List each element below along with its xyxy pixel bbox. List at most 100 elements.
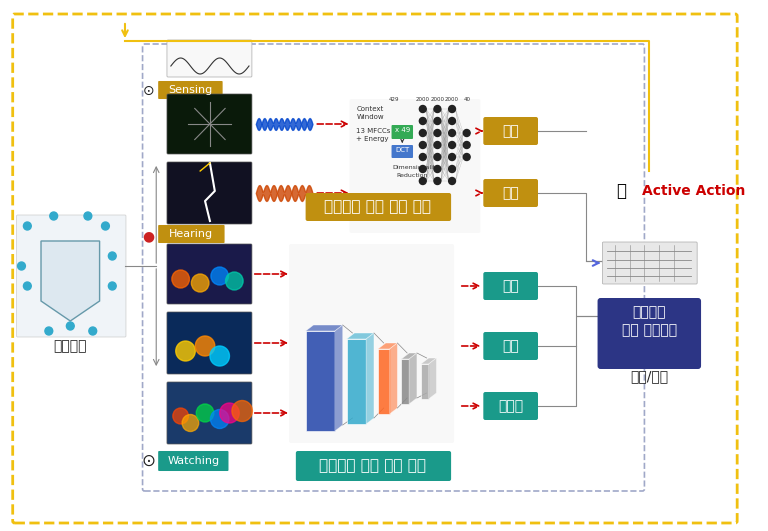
- Text: DCT: DCT: [396, 147, 409, 153]
- FancyBboxPatch shape: [167, 312, 252, 374]
- Circle shape: [45, 327, 53, 335]
- FancyBboxPatch shape: [483, 272, 538, 300]
- Text: Active Action: Active Action: [643, 184, 746, 198]
- Circle shape: [66, 322, 74, 330]
- Circle shape: [226, 272, 243, 290]
- Circle shape: [449, 166, 455, 173]
- FancyBboxPatch shape: [402, 359, 409, 404]
- Circle shape: [24, 282, 31, 290]
- Text: 깨짐: 깨짐: [502, 124, 519, 138]
- Circle shape: [232, 400, 253, 422]
- Circle shape: [434, 141, 441, 149]
- Circle shape: [182, 415, 199, 432]
- Polygon shape: [378, 343, 397, 349]
- Circle shape: [419, 153, 426, 160]
- Circle shape: [434, 106, 441, 113]
- Circle shape: [449, 177, 455, 184]
- FancyBboxPatch shape: [483, 179, 538, 207]
- FancyBboxPatch shape: [167, 382, 252, 444]
- Polygon shape: [389, 343, 397, 414]
- Text: Reduction: Reduction: [396, 173, 428, 178]
- FancyBboxPatch shape: [483, 392, 538, 420]
- Circle shape: [101, 222, 109, 230]
- Polygon shape: [335, 325, 343, 431]
- Circle shape: [419, 177, 426, 184]
- Circle shape: [173, 408, 188, 424]
- Circle shape: [434, 130, 441, 136]
- Text: 40: 40: [463, 97, 470, 102]
- Circle shape: [108, 282, 116, 290]
- Circle shape: [220, 403, 239, 423]
- FancyBboxPatch shape: [296, 451, 451, 481]
- Text: 2000: 2000: [445, 97, 459, 102]
- Text: Sensing: Sensing: [168, 85, 213, 95]
- Circle shape: [434, 166, 441, 173]
- Circle shape: [176, 341, 195, 361]
- FancyBboxPatch shape: [167, 244, 252, 304]
- Circle shape: [108, 252, 116, 260]
- FancyBboxPatch shape: [378, 349, 389, 414]
- FancyBboxPatch shape: [483, 332, 538, 360]
- FancyBboxPatch shape: [483, 117, 538, 145]
- Circle shape: [449, 130, 455, 136]
- Text: 임베디드
복합 상황인식: 임베디드 복합 상황인식: [622, 305, 677, 337]
- Circle shape: [24, 222, 31, 230]
- Circle shape: [419, 166, 426, 173]
- Circle shape: [191, 274, 209, 292]
- Text: 임베디드 음향 상황 인식: 임베디드 음향 상황 인식: [324, 200, 432, 215]
- Text: ⊙: ⊙: [141, 452, 155, 470]
- Text: Hearing: Hearing: [169, 229, 214, 239]
- Circle shape: [211, 267, 228, 285]
- Text: 429: 429: [389, 97, 399, 102]
- FancyBboxPatch shape: [158, 451, 229, 471]
- FancyBboxPatch shape: [392, 145, 413, 158]
- Text: 임베디드 영상 상황 인식: 임베디드 영상 상황 인식: [319, 458, 426, 474]
- Polygon shape: [402, 353, 417, 359]
- Circle shape: [434, 153, 441, 160]
- Circle shape: [449, 153, 455, 160]
- Polygon shape: [421, 358, 436, 364]
- Circle shape: [210, 346, 230, 366]
- Text: 학습/추론: 학습/추론: [631, 369, 668, 383]
- Polygon shape: [429, 358, 436, 399]
- Circle shape: [449, 141, 455, 149]
- Circle shape: [18, 262, 25, 270]
- Circle shape: [172, 270, 190, 288]
- FancyBboxPatch shape: [602, 242, 697, 284]
- FancyBboxPatch shape: [306, 331, 335, 431]
- FancyBboxPatch shape: [306, 193, 451, 221]
- FancyBboxPatch shape: [167, 162, 252, 224]
- Polygon shape: [409, 353, 417, 404]
- FancyBboxPatch shape: [598, 298, 701, 369]
- Circle shape: [463, 153, 470, 160]
- Circle shape: [419, 130, 426, 136]
- Circle shape: [434, 177, 441, 184]
- Circle shape: [210, 409, 229, 429]
- Circle shape: [195, 336, 215, 356]
- Circle shape: [197, 404, 214, 422]
- FancyBboxPatch shape: [421, 364, 429, 399]
- FancyBboxPatch shape: [346, 339, 366, 424]
- FancyBboxPatch shape: [17, 215, 126, 337]
- Polygon shape: [306, 325, 343, 331]
- Text: 13 MFCCs: 13 MFCCs: [356, 128, 391, 134]
- Circle shape: [463, 130, 470, 136]
- Circle shape: [419, 141, 426, 149]
- Circle shape: [89, 327, 97, 335]
- FancyBboxPatch shape: [158, 81, 223, 99]
- Text: Watching: Watching: [167, 456, 220, 466]
- Text: 강아지: 강아지: [498, 399, 523, 413]
- Circle shape: [50, 212, 58, 220]
- Text: ●: ●: [142, 229, 154, 243]
- FancyBboxPatch shape: [349, 99, 481, 233]
- Text: Context: Context: [356, 106, 384, 112]
- Circle shape: [449, 106, 455, 113]
- Circle shape: [84, 212, 92, 220]
- FancyBboxPatch shape: [167, 94, 252, 154]
- Polygon shape: [41, 241, 100, 321]
- Text: 폭음: 폭음: [502, 186, 519, 200]
- Circle shape: [463, 141, 470, 149]
- FancyBboxPatch shape: [289, 244, 454, 443]
- FancyBboxPatch shape: [167, 40, 252, 77]
- Circle shape: [434, 117, 441, 124]
